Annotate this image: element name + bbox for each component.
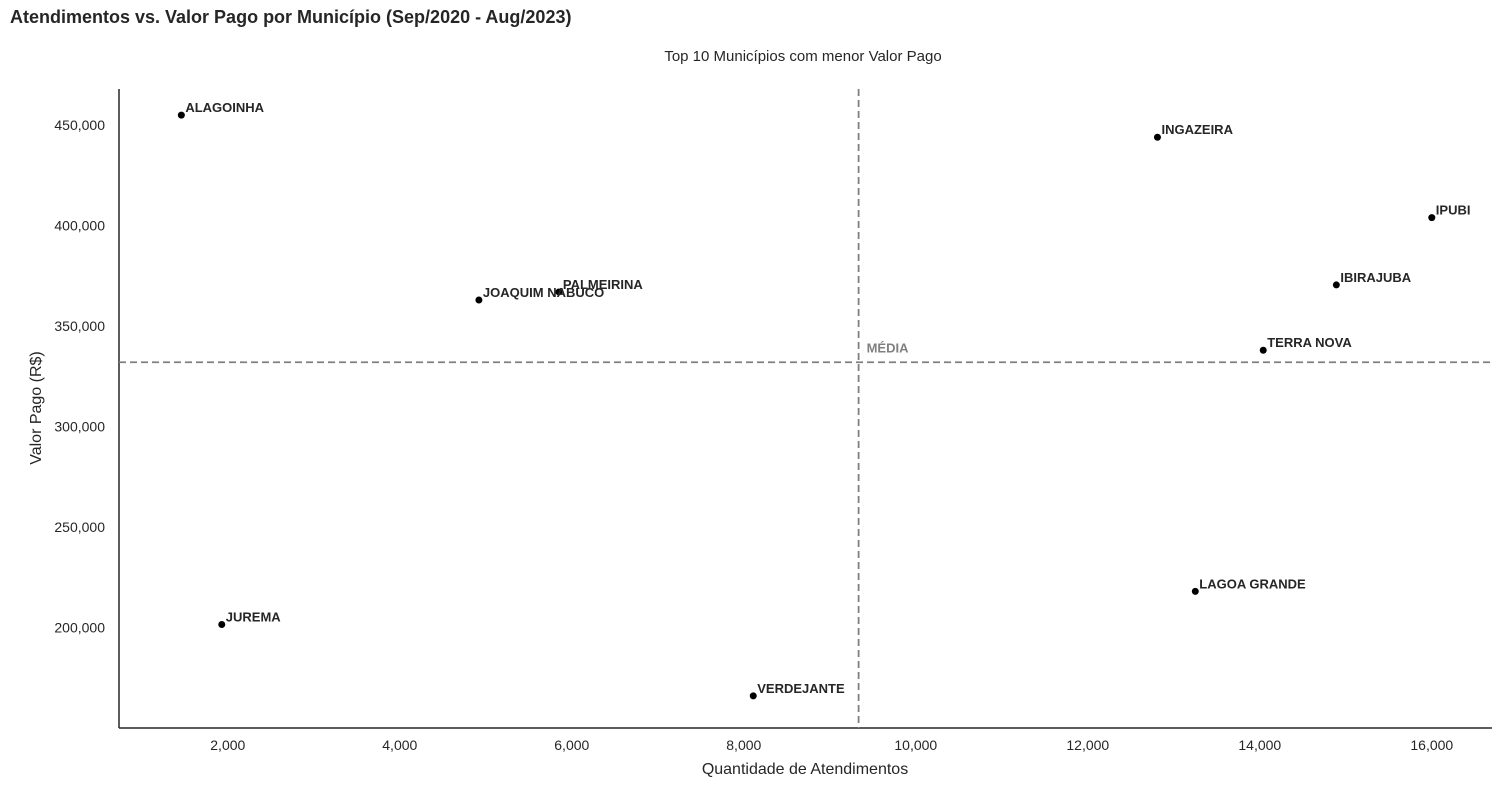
y-tick-label: 450,000 (54, 117, 105, 133)
x-tick-label: 2,000 (210, 737, 245, 753)
y-tick-label: 200,000 (54, 620, 105, 636)
y-tick-label: 250,000 (54, 519, 105, 535)
mean-lines: MÉDIA (119, 89, 1492, 728)
data-point (1259, 346, 1267, 354)
x-tick-label: 14,000 (1238, 737, 1281, 753)
x-tick-label: 10,000 (894, 737, 937, 753)
data-point (555, 288, 563, 296)
point-label: INGAZEIRA (1161, 122, 1233, 137)
x-tick-label: 16,000 (1410, 737, 1453, 753)
point-label: TERRA NOVA (1267, 335, 1352, 350)
x-tick-label: 6,000 (554, 737, 589, 753)
point-label: VERDEJANTE (757, 681, 845, 696)
axes: 2,000 4,000 6,000 8,000 10,000 12,000 14,000 16… (54, 89, 1492, 753)
data-point (1332, 281, 1340, 289)
data-point (218, 621, 226, 629)
x-tick-label: 8,000 (726, 737, 761, 753)
y-tick-label: 400,000 (54, 218, 105, 234)
data-point (1428, 214, 1436, 222)
point-label: JUREMA (226, 610, 282, 625)
y-tick-label: 300,000 (54, 419, 105, 435)
data-point (475, 296, 483, 304)
point-label: ALAGOINHA (185, 100, 264, 115)
data-points: ALAGOINHA INGAZEIRA IPUBI IBIRAJUBA PALMEIRI… (177, 100, 1471, 700)
point-label: IPUBI (1436, 203, 1471, 218)
point-label: LAGOA GRANDE (1199, 576, 1306, 591)
data-point (177, 111, 185, 119)
x-axis-label: Quantidade de Atendimentos (702, 761, 908, 778)
data-point (1191, 587, 1199, 595)
data-point (1153, 133, 1161, 141)
y-axis-label: Valor Pago (R$) (28, 351, 45, 465)
point-label: JOAQUIM NABUCO (483, 285, 604, 300)
x-tick-label: 4,000 (382, 737, 417, 753)
chart-subtitle: Top 10 Municípios com menor Valor Pago (664, 48, 941, 65)
point-label: IBIRAJUBA (1340, 270, 1411, 285)
y-tick-label: 350,000 (54, 318, 105, 334)
chart-title: Atendimentos vs. Valor Pago por Municípi… (10, 7, 572, 27)
x-tick-label: 12,000 (1066, 737, 1109, 753)
point-label: PALMEIRINA (563, 277, 644, 292)
data-point (749, 692, 757, 700)
mean-label: MÉDIA (867, 340, 910, 355)
